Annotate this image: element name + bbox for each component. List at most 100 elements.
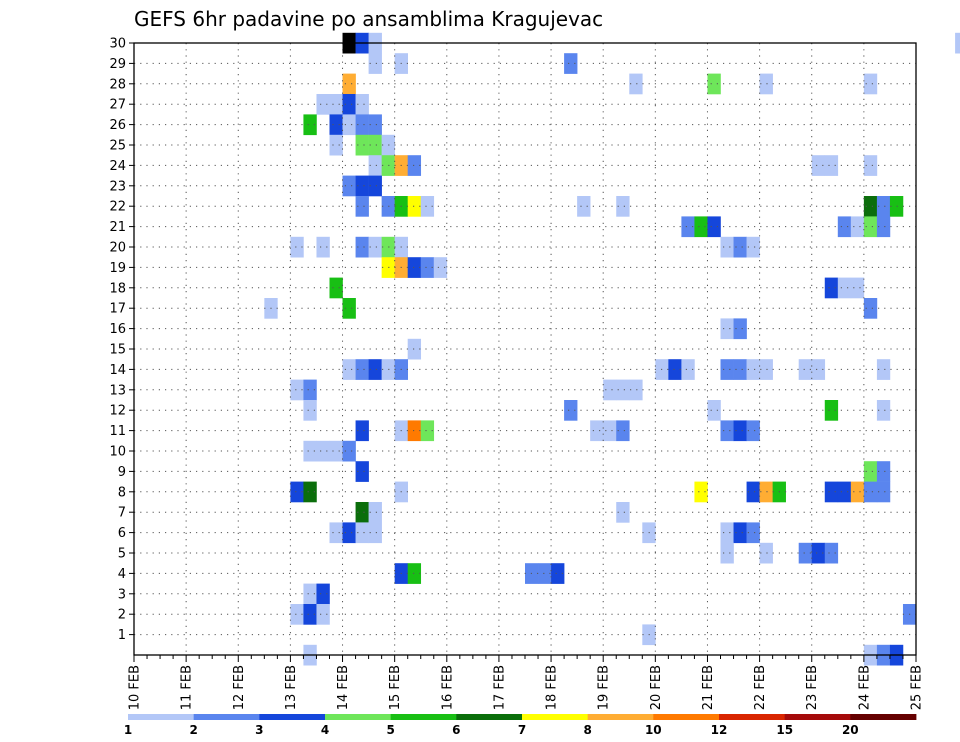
x-tick-label-13: 23 FEB [805, 665, 820, 710]
y-tick-label-23: 23 [109, 179, 126, 194]
y-tick-label-2: 2 [118, 608, 126, 623]
y-tick-label-17: 17 [109, 302, 126, 317]
x-tick-label-12: 22 FEB [753, 665, 768, 710]
cell-65 [433, 257, 448, 278]
cell-4 [368, 53, 382, 74]
cell-54 [355, 236, 369, 258]
colorbar-swatch-11 [850, 714, 917, 720]
cell-95 [629, 379, 643, 401]
cell-39 [420, 196, 435, 217]
cell-134 [342, 522, 356, 544]
y-tick-label-14: 14 [109, 363, 126, 378]
cell-139 [733, 522, 747, 544]
cell-38 [407, 196, 422, 217]
cell-78 [368, 359, 382, 380]
cell-88 [798, 359, 813, 380]
colorbar-swatch-6 [522, 714, 589, 720]
colorbar-label-6: 6 [452, 723, 460, 737]
cell-122 [746, 481, 760, 503]
cell-140 [746, 522, 760, 544]
cell-123 [759, 481, 773, 503]
cell-132 [616, 502, 630, 523]
cell-131 [368, 502, 382, 523]
y-tick-label-6: 6 [118, 526, 126, 541]
cell-107 [616, 420, 630, 442]
cell-101 [355, 420, 369, 442]
cell-64 [420, 257, 435, 278]
cell-82 [668, 359, 682, 380]
cell-91 [290, 379, 304, 401]
cell-90 [876, 359, 891, 380]
y-tick-label-7: 7 [118, 506, 126, 521]
cell-118 [290, 481, 304, 503]
cell-71 [342, 298, 356, 319]
y-tick-label-18: 18 [109, 281, 126, 296]
colorbar-swatch-8 [653, 714, 720, 720]
x-tick-label-1: 11 FEB [180, 665, 195, 710]
x-tick-label-8: 18 FEB [545, 665, 560, 710]
cell-51 [876, 216, 891, 238]
cell-106 [603, 420, 617, 442]
cell-84 [720, 359, 734, 380]
cell-143 [798, 542, 813, 564]
cell-21 [329, 134, 343, 156]
colorbar-swatch-10 [784, 714, 851, 720]
cell-67 [824, 277, 839, 299]
colorbar-swatch-4 [390, 714, 457, 720]
y-tick-label-19: 19 [109, 261, 126, 276]
cell-110 [746, 420, 760, 442]
cell-72 [863, 298, 878, 319]
cell-98 [707, 400, 721, 421]
cell-150 [551, 563, 565, 584]
y-tick-label-22: 22 [109, 200, 126, 215]
heatmap-cells [264, 32, 960, 666]
cell-133 [329, 522, 343, 544]
cell-46 [694, 216, 708, 238]
cell-130 [355, 502, 369, 523]
cell-10 [759, 73, 773, 95]
y-tick-label-8: 8 [118, 485, 126, 500]
y-tick-label-1: 1 [118, 628, 126, 643]
x-tick-label-10: 20 FEB [649, 665, 664, 710]
cell-142 [759, 542, 773, 564]
y-tick-label-24: 24 [109, 159, 126, 174]
cell-99 [824, 400, 839, 421]
x-tick-label-5: 15 FEB [388, 665, 403, 710]
colorbar-label-5: 5 [387, 723, 395, 737]
colorbar-label-2: 2 [190, 723, 198, 737]
cell-47 [707, 216, 721, 238]
cell-151 [303, 583, 317, 605]
y-tick-label-15: 15 [109, 343, 126, 358]
x-tick-label-7: 17 FEB [492, 665, 507, 710]
cell-129 [876, 481, 891, 503]
cell-23 [368, 134, 382, 156]
cell-6 [564, 53, 578, 74]
x-tick-label-3: 13 FEB [284, 665, 299, 710]
cell-94 [616, 379, 630, 401]
cell-68 [837, 277, 852, 299]
cell-112 [316, 440, 330, 462]
cell-16 [303, 114, 317, 136]
cell-92 [303, 379, 317, 401]
cell-9 [707, 73, 721, 95]
cell-17 [329, 114, 343, 136]
colorbar-swatch-2 [259, 714, 326, 720]
colorbar-swatch-5 [456, 714, 523, 720]
cell-30 [824, 155, 839, 176]
cell-49 [850, 216, 865, 238]
cell-93 [603, 379, 617, 401]
cell-144 [811, 542, 826, 564]
cell-105 [590, 420, 604, 442]
y-tick-label-5: 5 [118, 547, 126, 562]
colorbar-swatch-7 [587, 714, 654, 720]
colorbar-label-8: 8 [584, 723, 592, 737]
cell-63 [407, 257, 422, 278]
colorbar-swatch-3 [325, 714, 392, 720]
y-tick-label-16: 16 [109, 322, 126, 337]
cell-11 [863, 73, 878, 95]
cell-114 [342, 440, 356, 462]
y-tick-label-10: 10 [109, 445, 126, 460]
cell-53 [316, 236, 330, 258]
cell-119 [303, 481, 317, 503]
cell-87 [759, 359, 773, 380]
